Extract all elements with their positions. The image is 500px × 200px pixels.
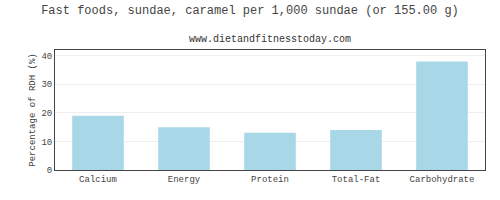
svg-text:10: 10 xyxy=(41,138,52,148)
svg-text:Fast foods, sundae, caramel pe: Fast foods, sundae, caramel per 1,000 su… xyxy=(41,4,459,18)
svg-text:0: 0 xyxy=(47,166,52,176)
svg-text:Percentage of RDH (%): Percentage of RDH (%) xyxy=(28,53,38,166)
svg-text:Protein: Protein xyxy=(251,175,289,185)
svg-text:Carbohydrate: Carbohydrate xyxy=(410,175,475,185)
svg-text:Total-Fat: Total-Fat xyxy=(332,175,381,185)
svg-text:Energy: Energy xyxy=(168,175,201,185)
svg-text:www.dietandfitnesstoday.com: www.dietandfitnesstoday.com xyxy=(189,34,351,45)
svg-text:40: 40 xyxy=(41,52,52,62)
svg-text:30: 30 xyxy=(41,80,52,90)
svg-text:Calcium: Calcium xyxy=(79,175,117,185)
svg-text:20: 20 xyxy=(41,109,52,119)
